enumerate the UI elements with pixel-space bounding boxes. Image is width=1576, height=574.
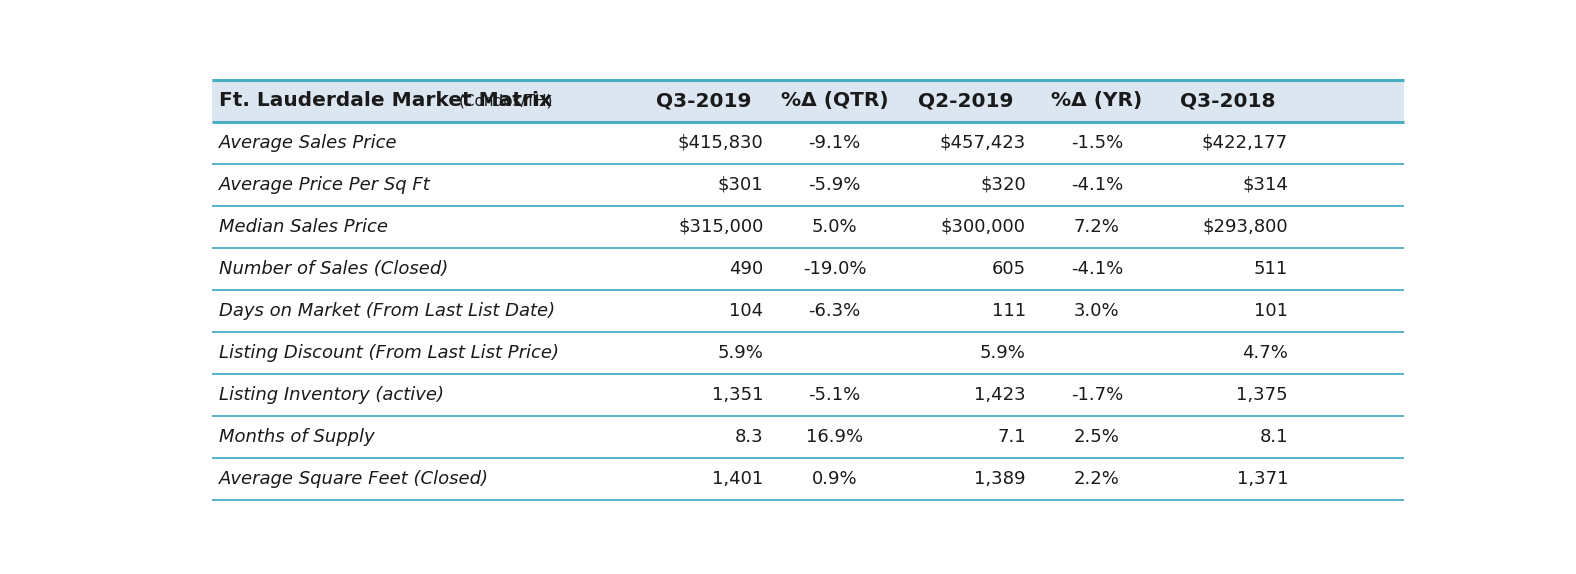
Text: -4.1%: -4.1% [1070,176,1124,194]
Text: -5.9%: -5.9% [808,176,860,194]
Text: 2.2%: 2.2% [1073,470,1119,488]
Text: $315,000: $315,000 [678,218,764,236]
Text: %Δ (QTR): %Δ (QTR) [780,91,889,110]
Text: 511: 511 [1254,260,1288,278]
Text: $300,000: $300,000 [941,218,1026,236]
Text: $301: $301 [719,176,764,194]
Text: 1,401: 1,401 [712,470,764,488]
Bar [211,248,1404,290]
Bar [211,290,1404,332]
Text: -1.5%: -1.5% [1070,134,1124,152]
Text: -9.1%: -9.1% [808,134,860,152]
Text: %Δ (YR): %Δ (YR) [1051,91,1143,110]
Text: 3.0%: 3.0% [1073,302,1119,320]
Text: Q2-2019: Q2-2019 [917,91,1013,110]
Text: Months of Supply: Months of Supply [219,428,375,446]
Text: 1,389: 1,389 [974,470,1026,488]
Text: Median Sales Price: Median Sales Price [219,218,388,236]
Text: Number of Sales (Closed): Number of Sales (Closed) [219,260,448,278]
Text: 490: 490 [730,260,764,278]
Text: 0.9%: 0.9% [812,470,857,488]
Text: Days on Market (From Last List Date): Days on Market (From Last List Date) [219,302,555,320]
Text: Listing Inventory (active): Listing Inventory (active) [219,386,444,404]
Bar [211,416,1404,458]
Text: 101: 101 [1254,302,1288,320]
Bar [211,164,1404,206]
Text: Ft. Lauderdale Market Matrix: Ft. Lauderdale Market Matrix [219,91,552,110]
Text: -19.0%: -19.0% [802,260,867,278]
Text: 7.2%: 7.2% [1073,218,1119,236]
Text: 1,375: 1,375 [1237,386,1288,404]
Text: -4.1%: -4.1% [1070,260,1124,278]
Text: Average Sales Price: Average Sales Price [219,134,397,152]
Text: $457,423: $457,423 [939,134,1026,152]
Text: 16.9%: 16.9% [805,428,864,446]
Text: $293,800: $293,800 [1202,218,1288,236]
Text: -6.3%: -6.3% [808,302,860,320]
Bar [211,80,1404,122]
Text: $415,830: $415,830 [678,134,764,152]
Text: 605: 605 [991,260,1026,278]
Text: 5.0%: 5.0% [812,218,857,236]
Text: 1,371: 1,371 [1237,470,1288,488]
Text: Q3-2018: Q3-2018 [1180,91,1275,110]
Text: 4.7%: 4.7% [1242,344,1288,362]
Text: Listing Discount (From Last List Price): Listing Discount (From Last List Price) [219,344,559,362]
Text: 111: 111 [991,302,1026,320]
Text: Q3-2019: Q3-2019 [656,91,752,110]
Text: Average Price Per Sq Ft: Average Price Per Sq Ft [219,176,430,194]
Text: 7.1: 7.1 [998,428,1026,446]
Text: (Condos/TH): (Condos/TH) [459,94,553,108]
Text: 1,423: 1,423 [974,386,1026,404]
Text: 1,351: 1,351 [712,386,764,404]
Text: 104: 104 [730,302,764,320]
Text: $314: $314 [1242,176,1288,194]
Text: Average Square Feet (Closed): Average Square Feet (Closed) [219,470,489,488]
Text: 2.5%: 2.5% [1073,428,1119,446]
Bar [211,332,1404,374]
Text: 8.1: 8.1 [1259,428,1288,446]
Bar [211,374,1404,416]
Text: 8.3: 8.3 [734,428,764,446]
Bar [211,458,1404,500]
Text: $422,177: $422,177 [1202,134,1288,152]
Text: 5.9%: 5.9% [717,344,764,362]
Text: $320: $320 [980,176,1026,194]
Bar [211,122,1404,164]
Text: 5.9%: 5.9% [980,344,1026,362]
Text: -1.7%: -1.7% [1070,386,1124,404]
Text: -5.1%: -5.1% [808,386,860,404]
Bar [211,206,1404,248]
